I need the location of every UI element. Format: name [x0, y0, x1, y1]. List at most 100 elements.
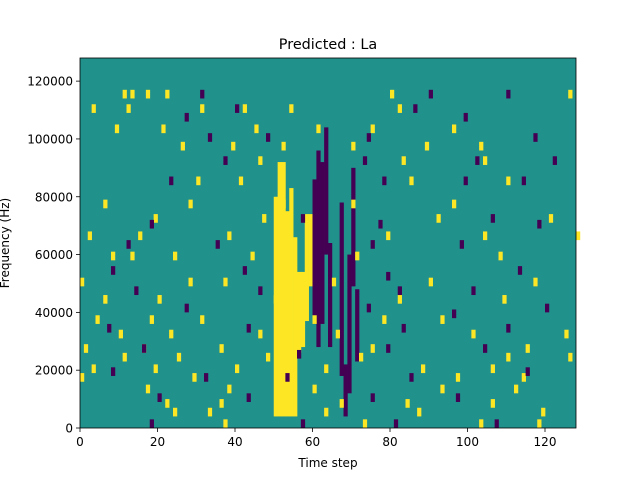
heatmap-cell-low — [300, 419, 306, 428]
heatmap-cell-low — [312, 179, 317, 324]
heatmap-cell-high — [370, 344, 375, 353]
y-tick-label: 100000 — [27, 132, 73, 146]
heatmap-cell-low — [204, 373, 209, 382]
heatmap-cell-high — [568, 89, 573, 99]
heatmap-cell-high — [564, 329, 569, 339]
heatmap-cell-low — [300, 214, 306, 223]
heatmap-cell-low — [235, 104, 240, 113]
heatmap-cell-high — [238, 176, 244, 186]
heatmap-cell-high — [490, 399, 495, 408]
heatmap-cell-high — [421, 364, 426, 374]
heatmap-cell-high — [118, 329, 123, 339]
heatmap-cell-low — [246, 323, 251, 333]
heatmap-cell-high — [165, 399, 170, 408]
heatmap-cell-low — [366, 303, 371, 313]
heatmap-cell-high — [266, 352, 271, 362]
heatmap-cell-high — [223, 277, 228, 287]
heatmap-cell-high — [331, 277, 337, 287]
x-tick-label: 80 — [382, 435, 397, 449]
heatmap-cell-high — [235, 364, 240, 374]
heatmap-cell-high — [386, 231, 391, 241]
heatmap-cell-high — [359, 352, 364, 362]
heatmap-cell-high — [192, 373, 197, 382]
heatmap-cell-low — [490, 214, 495, 223]
heatmap-cell-high — [401, 156, 406, 165]
heatmap-cell-low — [328, 243, 333, 348]
heatmap-cell-low — [339, 202, 344, 376]
heatmap-cell-high — [324, 364, 329, 374]
heatmap-cell-high — [397, 295, 402, 304]
y-axis-label: Frequency (Hz) — [0, 198, 12, 289]
heatmap-cell-high — [568, 352, 573, 362]
x-tick-label: 120 — [534, 435, 557, 449]
heatmap-cell-high — [289, 373, 294, 382]
heatmap-cell-high — [285, 211, 290, 417]
heatmap-cell-low — [355, 289, 360, 362]
heatmap-cell-high — [452, 199, 457, 209]
heatmap-cell-high — [200, 315, 205, 324]
heatmap-cell-high — [514, 384, 519, 394]
heatmap-cell-high — [91, 364, 96, 374]
heatmap-cell-low — [459, 240, 464, 249]
heatmap-cell-low — [506, 89, 511, 99]
heatmap-cell-high — [417, 407, 422, 417]
heatmap-cell-low — [343, 364, 348, 417]
heatmap-cell-high — [521, 373, 526, 382]
heatmap-cell-low — [242, 266, 247, 275]
heatmap-cell-low — [362, 156, 368, 165]
heatmap-cell-high — [227, 231, 232, 241]
heatmap-cell-high — [362, 419, 368, 428]
heatmap-cell-high — [312, 315, 317, 324]
heatmap-cell-low — [397, 286, 402, 296]
heatmap-cell-high — [339, 399, 344, 408]
heatmap-cell-high — [576, 231, 581, 241]
heatmap-cell-low — [347, 254, 352, 394]
heatmap-cell-low — [494, 419, 499, 428]
heatmap-cell-high — [157, 295, 162, 304]
x-tick-label: 100 — [456, 435, 479, 449]
heatmap-cell-high — [262, 214, 267, 223]
heatmap-cell-high — [289, 188, 294, 417]
heatmap-cell-high — [498, 251, 503, 261]
heatmap-cell-high — [428, 277, 433, 287]
heatmap-cell-high — [533, 277, 538, 287]
y-tick-label: 40000 — [35, 306, 73, 320]
heatmap-cell-high — [316, 124, 321, 134]
heatmap-cells — [80, 89, 581, 428]
y-axis-ticks: 0 20000 40000 60000 80000 100000 120000 — [27, 75, 80, 436]
heatmap-cell-high — [200, 104, 205, 113]
heatmap-cell-high — [312, 384, 317, 394]
heatmap-cell-high — [103, 295, 108, 304]
heatmap-cell-high — [370, 124, 375, 134]
heatmap-cell-high — [281, 162, 286, 417]
heatmap-cell-high — [91, 104, 96, 113]
heatmap-cell-high — [149, 315, 154, 324]
heatmap-cell-high — [490, 364, 495, 374]
y-tick-label: 120000 — [27, 75, 73, 89]
y-tick-label: 20000 — [35, 364, 73, 378]
heatmap-cell-low — [351, 167, 356, 287]
heatmap-cell-high — [188, 277, 193, 287]
heatmap-cell-high — [390, 89, 395, 99]
heatmap-cell-low — [223, 156, 228, 165]
heatmap-cell-high — [281, 141, 286, 151]
heatmap-cell-low — [184, 112, 189, 122]
heatmap-cell-low — [393, 419, 399, 428]
heatmap-cell-low — [463, 112, 468, 122]
heatmap-cell-high — [277, 162, 282, 417]
x-tick-label: 60 — [305, 435, 320, 449]
heatmap-cell-high — [219, 344, 224, 353]
heatmap-cell-low — [207, 133, 213, 142]
heatmap-cell-low — [184, 303, 189, 313]
heatmap-cell-high — [506, 352, 511, 362]
y-tick-label: 80000 — [35, 190, 73, 204]
heatmap-cell-high — [397, 104, 402, 113]
heatmap-cell-high — [126, 104, 131, 113]
heatmap-cell-high — [471, 329, 476, 339]
heatmap-cell-low — [266, 133, 271, 142]
x-tick-label: 20 — [150, 435, 165, 449]
heatmap-cell-low — [320, 162, 325, 324]
heatmap-cell-low — [111, 367, 116, 376]
heatmap-cell-high — [180, 141, 185, 151]
